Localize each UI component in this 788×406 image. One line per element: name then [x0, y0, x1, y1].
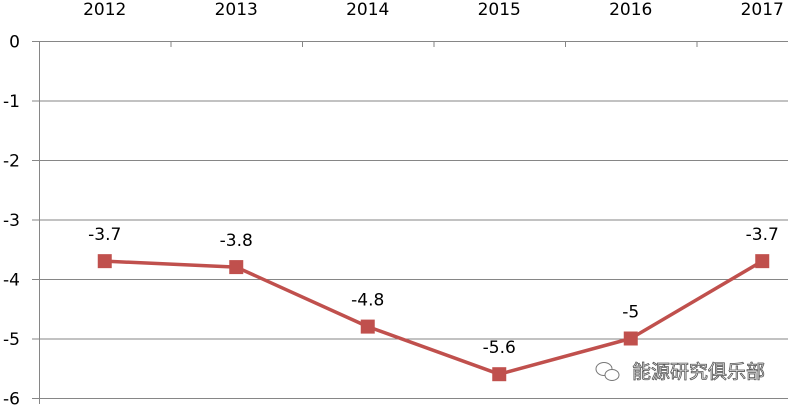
- x-tick-label: 2016: [609, 0, 652, 20]
- wechat-icon: [595, 362, 620, 381]
- data-label: -5: [622, 303, 639, 323]
- y-tick-label: -1: [3, 92, 20, 112]
- watermark: 能源研究俱乐部: [595, 361, 765, 383]
- data-label: -5.6: [483, 338, 516, 358]
- gridlines: [32, 41, 788, 399]
- y-tick-label: -3: [3, 211, 20, 231]
- data-label: -3.8: [220, 231, 253, 251]
- data-point-marker: [623, 331, 638, 346]
- data-point-marker: [492, 367, 507, 382]
- axes: 0 -1 -2 -3 -4 -5 -6 2012 2013 2014 2015 2016 2017: [3, 0, 784, 406]
- x-tick-label: 2015: [478, 0, 521, 20]
- x-tick-label: 2017: [741, 0, 784, 20]
- y-tick-label: -2: [3, 152, 20, 172]
- series-line: [97, 254, 770, 382]
- y-tick-label: -4: [3, 271, 20, 291]
- data-point-marker: [229, 260, 244, 275]
- data-label: -4.8: [351, 291, 384, 311]
- series-line-path: [104, 259, 764, 376]
- data-point-marker: [97, 254, 112, 269]
- data-label: -3.7: [746, 225, 779, 245]
- y-tick-label: -6: [3, 390, 20, 406]
- x-tick-label: 2012: [83, 0, 126, 20]
- y-tick-label: -5: [3, 330, 20, 350]
- watermark-text: 能源研究俱乐部: [632, 361, 765, 383]
- data-point-marker: [755, 254, 770, 269]
- y-tick-label: 0: [9, 33, 20, 53]
- data-point-marker: [360, 319, 375, 334]
- x-tick-label: 2014: [346, 0, 389, 20]
- x-tick-label: 2013: [215, 0, 258, 20]
- data-labels: -3.7 -3.8 -4.8 -5.6 -5 -3.7: [88, 225, 779, 358]
- data-label: -3.7: [88, 225, 121, 245]
